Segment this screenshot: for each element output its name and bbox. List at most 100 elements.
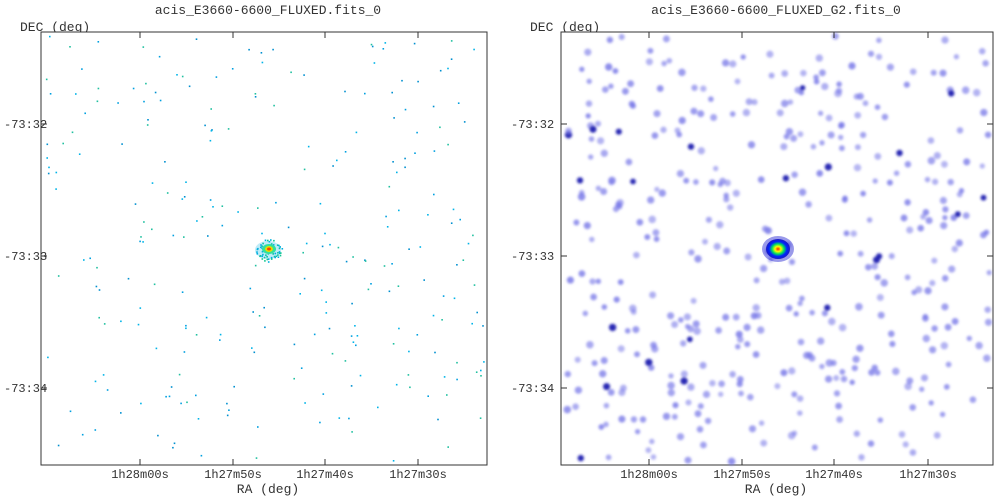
event-point	[172, 446, 174, 449]
event-point	[154, 91, 157, 94]
smoothed-point	[585, 100, 593, 107]
smoothed-point	[856, 92, 864, 100]
smoothed-point	[696, 426, 704, 433]
smoothed-point	[947, 178, 954, 186]
event-point	[274, 252, 277, 255]
smoothed-point	[816, 170, 824, 177]
right-xtick-label: 1h27m40s	[805, 468, 863, 482]
event-point	[277, 256, 280, 258]
smoothed-point	[877, 417, 884, 423]
smoothed-point	[825, 214, 833, 222]
left-yticks: -73:32 -73:33 -73:34	[4, 118, 47, 396]
smoothed-point	[697, 147, 705, 155]
smoothed-point	[933, 152, 941, 160]
right-smoothed-points	[563, 32, 993, 466]
event-point	[261, 61, 264, 64]
event-point	[359, 374, 362, 377]
smoothed-point	[931, 178, 939, 185]
smoothed-point	[874, 104, 881, 110]
event-point	[257, 207, 259, 209]
event-point	[210, 130, 213, 132]
event-point	[267, 261, 270, 263]
smoothed-point	[700, 85, 707, 92]
event-point	[279, 254, 282, 257]
event-point	[183, 196, 186, 198]
left-ylabel: DEC (deg)	[20, 20, 90, 35]
smoothed-point	[838, 323, 847, 332]
smoothed-point	[713, 165, 719, 172]
event-point	[384, 42, 387, 44]
smoothed-point	[886, 179, 893, 186]
event-point	[331, 352, 334, 355]
smoothed-point	[577, 454, 584, 462]
event-point	[450, 40, 453, 42]
event-point	[55, 188, 57, 190]
smoothed-point	[866, 217, 873, 223]
smoothed-point	[933, 431, 941, 439]
event-point	[307, 145, 310, 148]
smoothed-point	[649, 291, 657, 299]
event-point	[140, 236, 142, 238]
smoothed-point	[656, 85, 664, 92]
smoothed-point	[566, 276, 574, 284]
event-point	[221, 224, 224, 227]
event-point	[396, 171, 398, 174]
smoothed-point	[660, 126, 667, 133]
smoothed-point	[787, 99, 794, 105]
smoothed-point	[929, 280, 936, 287]
smoothed-point	[877, 311, 885, 319]
smoothed-point	[563, 405, 572, 414]
smoothed-point	[757, 176, 765, 183]
smoothed-point	[785, 304, 793, 312]
smoothed-point	[931, 257, 938, 264]
event-point	[480, 369, 482, 372]
smoothed-point	[591, 360, 598, 367]
event-point	[142, 46, 145, 48]
event-point	[473, 284, 476, 286]
smoothed-point	[915, 286, 923, 294]
event-point	[260, 52, 263, 54]
event-point	[117, 102, 119, 104]
event-point	[62, 142, 64, 145]
smoothed-point	[573, 219, 580, 226]
smoothed-point	[589, 125, 597, 133]
smoothed-point	[781, 70, 789, 77]
event-point	[166, 192, 169, 194]
smoothed-point	[855, 303, 863, 311]
smoothed-point	[817, 110, 824, 116]
smoothed-point	[744, 253, 752, 261]
smoothed-point	[956, 127, 964, 134]
event-point	[188, 85, 191, 88]
smoothed-point	[710, 114, 718, 121]
event-point	[185, 324, 187, 327]
event-point	[97, 87, 100, 90]
smoothed-point	[824, 375, 833, 383]
event-point	[277, 254, 279, 256]
event-point	[278, 251, 281, 253]
smoothed-point	[854, 144, 861, 151]
smoothed-point	[831, 32, 839, 40]
smoothed-point	[797, 131, 804, 138]
smoothed-point	[876, 294, 884, 301]
smoothed-point	[951, 317, 959, 325]
smoothed-point	[584, 48, 592, 56]
event-point	[71, 131, 74, 134]
smoothed-point	[782, 175, 790, 182]
left-source	[255, 241, 281, 259]
smoothed-point	[764, 227, 772, 235]
event-point	[267, 258, 270, 260]
smoothed-point	[649, 438, 655, 445]
smoothed-point	[843, 230, 850, 237]
smoothed-point	[930, 69, 937, 76]
event-point	[139, 307, 142, 309]
smoothed-point	[947, 90, 955, 97]
smoothed-point	[860, 190, 866, 197]
event-point	[98, 316, 100, 319]
event-point	[456, 264, 458, 266]
event-point	[338, 417, 341, 419]
smoothed-point	[736, 380, 743, 388]
smoothed-point	[585, 113, 591, 119]
smoothed-point	[836, 81, 842, 87]
event-point	[69, 46, 71, 48]
